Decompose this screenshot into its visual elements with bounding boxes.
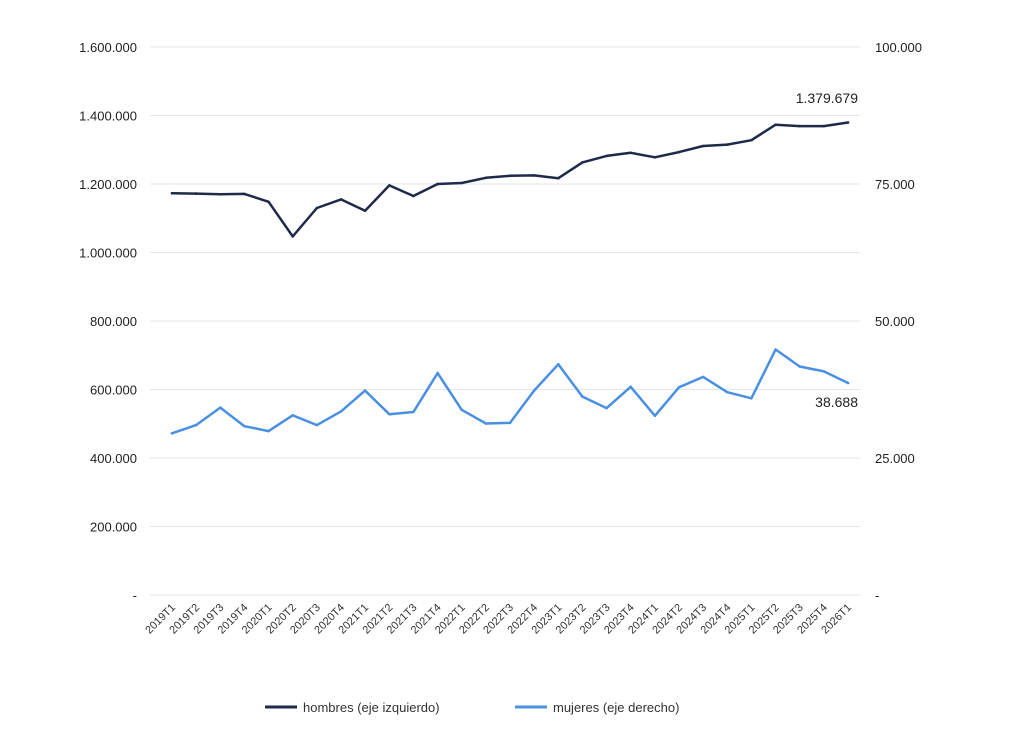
data-point-hombres <box>291 235 295 238</box>
data-point-mujeres <box>267 429 270 433</box>
data-point-hombres <box>774 123 777 126</box>
data-point-hombres <box>581 161 584 164</box>
data-point-mujeres <box>363 389 367 392</box>
left-tick-label: 1.400.000 <box>79 109 137 124</box>
data-point-mujeres <box>726 390 729 394</box>
data-point-hombres <box>436 182 439 186</box>
legend-label-mujeres: mujeres (eje derecho) <box>553 700 679 715</box>
data-point-mujeres <box>460 408 464 412</box>
right-tick-label: 25.000 <box>875 451 915 466</box>
data-point-hombres <box>846 121 850 124</box>
data-point-mujeres <box>701 375 705 379</box>
data-point-mujeres <box>774 348 777 351</box>
left-tick-label: 400.000 <box>90 451 137 466</box>
left-tick-label: - <box>133 588 137 603</box>
data-point-hombres <box>557 176 560 180</box>
data-point-hombres <box>460 181 464 185</box>
data-point-mujeres <box>194 423 198 427</box>
data-point-hombres <box>170 191 174 195</box>
right-tick-label: 75.000 <box>875 177 915 192</box>
data-point-mujeres <box>605 406 608 410</box>
annotations: 1.379.679 38.688 <box>796 90 859 410</box>
data-point-hombres <box>267 200 270 204</box>
data-point-hombres <box>701 144 705 148</box>
data-point-mujeres <box>629 385 632 389</box>
data-point-hombres <box>315 206 319 210</box>
left-tick-label: 600.000 <box>90 383 137 398</box>
legend-label-hombres: hombres (eje izquierdo) <box>303 700 440 715</box>
data-point-hombres <box>653 156 657 159</box>
data-point-mujeres <box>798 365 801 368</box>
data-point-mujeres <box>412 410 415 414</box>
data-point-mujeres <box>291 414 295 417</box>
left-tick-label: 200.000 <box>90 520 137 535</box>
data-point-mujeres <box>484 422 488 425</box>
data-point-hombres <box>798 124 801 128</box>
data-point-mujeres <box>243 424 246 428</box>
left-tick-label: 800.000 <box>90 314 137 329</box>
data-point-hombres <box>388 184 391 187</box>
data-point-mujeres <box>532 389 536 392</box>
series-lines <box>170 121 850 435</box>
right-tick-label: - <box>875 588 879 603</box>
series-line-mujeres <box>170 348 850 435</box>
data-point-hombres <box>194 192 198 195</box>
x-axis: 2019T12019T22019T32019T42020T12020T22020… <box>143 602 854 637</box>
left-tick-label: 1.600.000 <box>79 40 137 55</box>
data-point-hombres <box>412 194 415 198</box>
hombres-last-value-label: 1.379.679 <box>796 90 858 106</box>
data-point-hombres <box>726 143 729 146</box>
data-point-mujeres <box>822 370 826 373</box>
right-tick-label: 100.000 <box>875 40 922 55</box>
data-point-hombres <box>243 192 246 196</box>
data-point-hombres <box>629 151 632 155</box>
left-tick-label: 1.000.000 <box>79 246 137 261</box>
data-point-mujeres <box>677 386 681 389</box>
gridlines <box>150 46 860 596</box>
data-point-mujeres <box>557 363 560 366</box>
data-point-hombres <box>219 193 222 196</box>
left-tick-label: 1.200.000 <box>79 177 137 192</box>
data-point-mujeres <box>653 414 657 418</box>
data-point-hombres <box>750 138 753 142</box>
data-point-hombres <box>605 154 608 158</box>
series-line-hombres <box>170 121 850 238</box>
data-point-mujeres <box>436 371 439 375</box>
left-axis: - 200.000 400.000 600.000 800.000 1.000.000 1.… <box>79 40 137 603</box>
data-point-mujeres <box>315 423 319 427</box>
data-point-mujeres <box>170 432 174 435</box>
data-point-hombres <box>484 176 488 180</box>
data-point-mujeres <box>508 421 512 425</box>
right-tick-label: 50.000 <box>875 314 915 329</box>
data-point-mujeres <box>750 397 753 400</box>
mujeres-last-value-label: 38.688 <box>815 394 858 410</box>
data-point-hombres <box>363 209 367 212</box>
data-point-mujeres <box>846 381 850 385</box>
data-point-hombres <box>508 174 512 178</box>
legend: hombres (eje izquierdo) mujeres (eje der… <box>265 700 679 715</box>
data-point-hombres <box>677 150 681 154</box>
data-point-hombres <box>822 124 826 128</box>
data-point-hombres <box>532 174 536 177</box>
data-point-hombres <box>339 198 343 201</box>
data-point-mujeres <box>581 395 584 398</box>
data-point-mujeres <box>339 410 343 413</box>
data-point-mujeres <box>219 406 222 409</box>
right-axis: - 25.000 50.000 75.000 100.000 <box>875 40 922 603</box>
data-point-mujeres <box>388 412 391 416</box>
